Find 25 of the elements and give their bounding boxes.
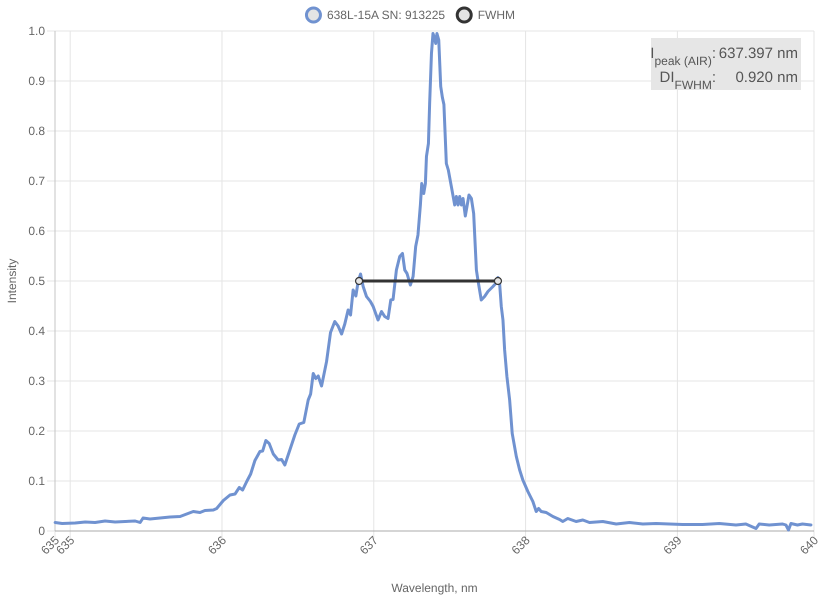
x-tick-label: 637: [356, 533, 382, 558]
annotation: DI$_{FWHM}$:: [660, 69, 716, 92]
y-tick-label: 0: [38, 524, 46, 538]
y-tick-label: 0.5: [28, 274, 46, 288]
x-tick-label: 636: [205, 533, 230, 558]
y-tick-label: 1.0: [28, 24, 46, 38]
y-tick-label: 0.8: [28, 124, 46, 138]
y-tick-label: 0.6: [28, 224, 46, 238]
y-tick-label: 0.4: [28, 324, 46, 338]
y-axis-title: Intensity: [5, 258, 19, 304]
annotation: 0.920 nm: [735, 69, 798, 86]
annotation: I$_{peak (AIR)}$:: [650, 45, 716, 68]
legend-label: FWHM: [478, 8, 516, 22]
line-series: [54, 32, 812, 532]
x-tick-label: 639: [660, 533, 685, 558]
y-tick-label: 0.3: [28, 374, 46, 388]
x-axis-title: Wavelength, nm: [391, 581, 478, 595]
x-tick-label: 640: [797, 533, 820, 558]
y-tick-label: 0.2: [28, 424, 46, 438]
legend-label: 638L-15A SN: 913225: [326, 8, 446, 22]
y-tick-label: 0.7: [28, 174, 46, 188]
x-tick-label: 638: [508, 533, 533, 558]
annotation: 637.397 nm: [718, 45, 798, 62]
y-tick-label: 0.9: [28, 74, 46, 88]
y-tick-label: 0.1: [28, 474, 46, 488]
